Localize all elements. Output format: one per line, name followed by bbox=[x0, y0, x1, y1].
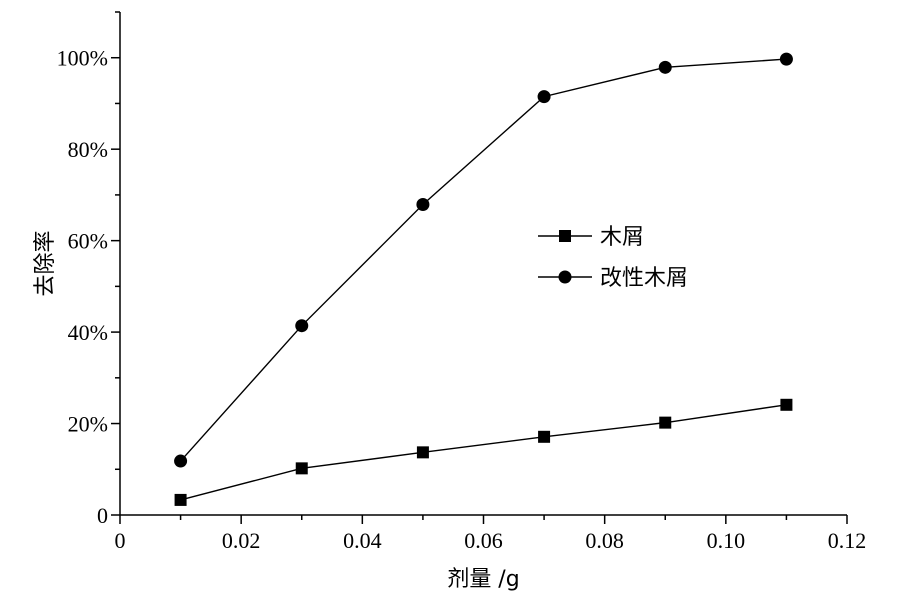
legend-label: 改性木屑 bbox=[600, 266, 688, 291]
x-axis-title: 剂量 /g bbox=[447, 567, 519, 592]
series-layer bbox=[174, 52, 793, 506]
legend-item: 改性木屑 bbox=[538, 266, 688, 291]
x-tick-label: 0.02 bbox=[222, 528, 261, 553]
y-tick-label: 40% bbox=[68, 320, 108, 345]
y-tick-label: 0 bbox=[97, 503, 108, 528]
x-tick-label: 0 bbox=[115, 528, 126, 553]
legend-item: 木屑 bbox=[538, 225, 644, 250]
series-1 bbox=[174, 398, 793, 506]
data-point bbox=[537, 90, 551, 104]
data-point bbox=[779, 52, 793, 66]
x-tick-label: 0.12 bbox=[828, 528, 867, 553]
y-tick-label: 60% bbox=[68, 229, 108, 254]
data-point bbox=[174, 493, 187, 506]
y-tick-label: 20% bbox=[68, 412, 108, 437]
axes: 0 0.02 0.04 0.06 0.08 0.10 0.12 0 20% 40% 60% 80% 10… bbox=[57, 11, 867, 553]
y-axis-title: 去除率 bbox=[33, 230, 58, 296]
series-line bbox=[180, 58, 787, 462]
x-tick-label: 0.08 bbox=[585, 528, 624, 553]
data-point bbox=[658, 60, 672, 74]
legend-marker bbox=[559, 230, 571, 242]
series-line bbox=[180, 404, 787, 501]
y-tick-label: 100% bbox=[57, 46, 108, 71]
series-2 bbox=[174, 52, 793, 468]
legend-label: 木屑 bbox=[600, 225, 644, 250]
data-point bbox=[780, 398, 793, 411]
data-point bbox=[416, 198, 430, 212]
data-point bbox=[659, 416, 672, 429]
data-point bbox=[416, 446, 429, 459]
data-point bbox=[174, 454, 188, 468]
x-tick-label: 0.06 bbox=[464, 528, 503, 553]
x-tick-label: 0.04 bbox=[343, 528, 382, 553]
y-tick-label: 80% bbox=[68, 137, 108, 162]
x-tick-label: 0.10 bbox=[707, 528, 746, 553]
legend-marker bbox=[558, 270, 572, 284]
data-point bbox=[295, 462, 308, 475]
data-point bbox=[295, 319, 309, 333]
data-point bbox=[538, 430, 551, 443]
